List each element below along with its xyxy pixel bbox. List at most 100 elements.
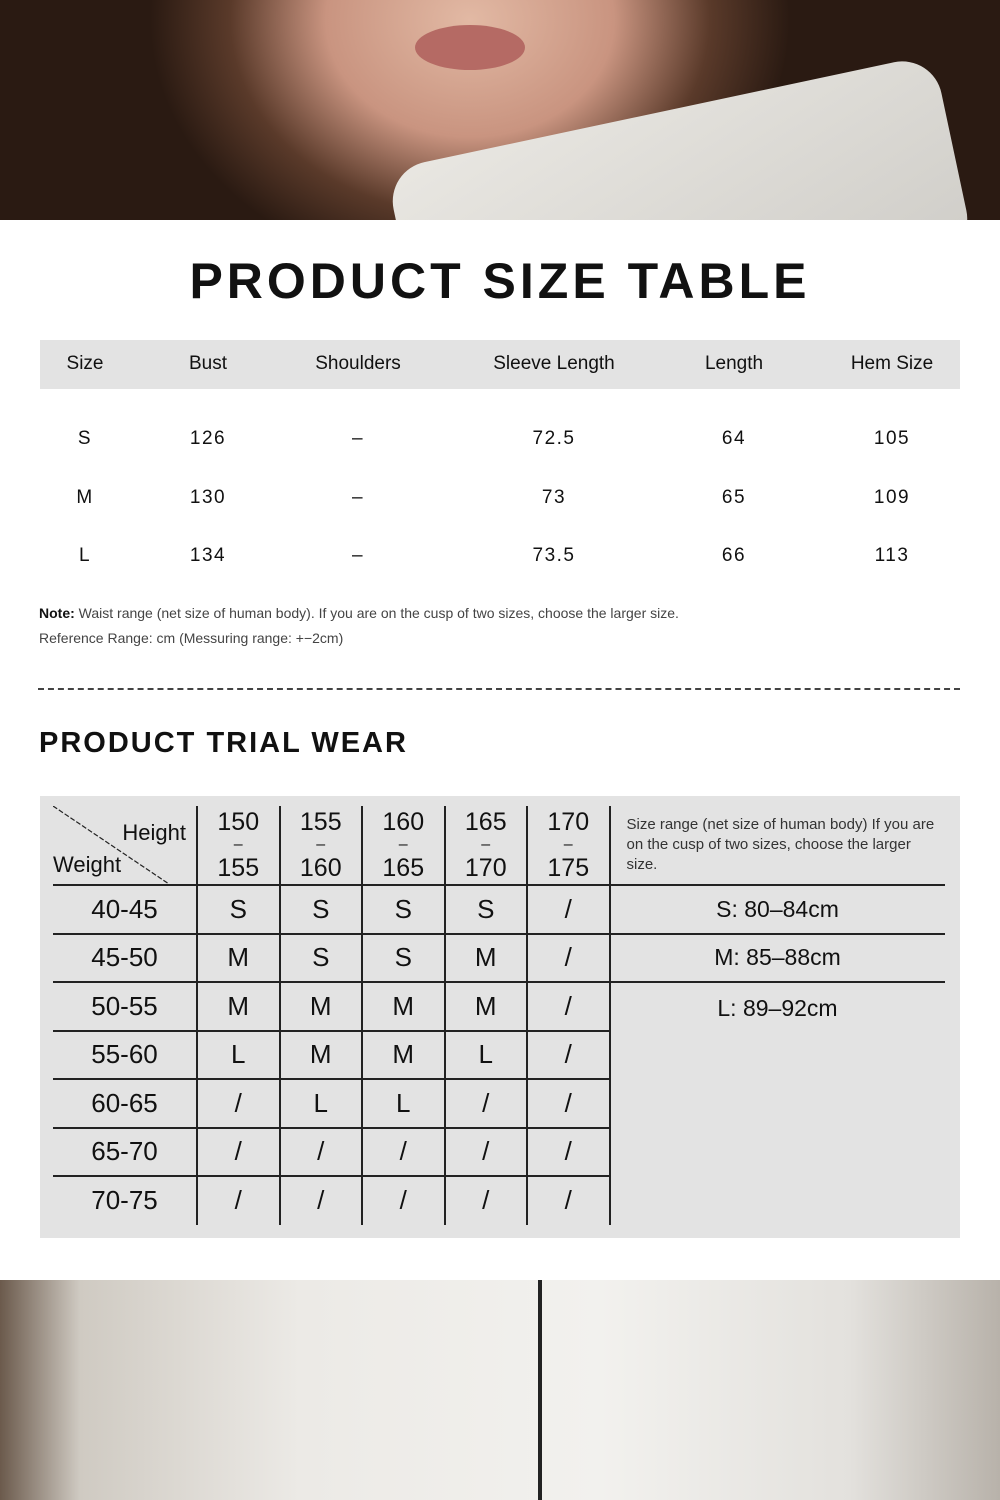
size-cell: 72.5 (532, 428, 576, 449)
height-label: Height (122, 820, 186, 845)
recommended-size: / (526, 884, 610, 934)
height-min: 155 (299, 808, 342, 836)
recommended-size: M (278, 981, 362, 1031)
size-table-header-bar (40, 340, 960, 389)
height-range-header: 150–155 (196, 806, 280, 885)
height-min: 150 (217, 808, 260, 836)
recommended-size: / (196, 1175, 280, 1225)
recommended-size: / (196, 1126, 280, 1176)
trial-row: 65-70// / / / (53, 1126, 945, 1176)
size-header-cell: Shoulders (315, 353, 401, 374)
note-text: Waist range (net size of human body). If… (74, 605, 679, 621)
recommended-size: / (361, 1126, 445, 1176)
size-cell: 64 (721, 428, 747, 449)
recommended-size: / (196, 1078, 280, 1128)
recommended-size: L (278, 1078, 362, 1128)
corner-header: Height Weight (53, 806, 197, 885)
size-cell: S (77, 428, 93, 449)
size-cell: – (351, 486, 365, 508)
recommended-size: S (443, 884, 527, 934)
dashed-divider (38, 688, 960, 690)
recommended-size: M (361, 981, 445, 1031)
height-min: 160 (382, 808, 425, 836)
height-min: 170 (547, 808, 590, 836)
height-range-header: 160–165 (361, 806, 445, 885)
size-cell: 66 (721, 545, 747, 566)
size-cell: – (351, 545, 365, 566)
recommended-size: / (526, 1078, 610, 1128)
weight-range: 60-65 (53, 1078, 197, 1128)
size-cell: 109 (873, 486, 911, 508)
waist-range: S: 80–84cm (608, 884, 945, 934)
height-range-header: 155–160 (278, 806, 362, 885)
height-range-header: 165–170 (443, 806, 527, 885)
recommended-size: S (278, 884, 362, 934)
waist-range: M: 85–88cm (608, 932, 945, 982)
recommended-size: / (278, 1175, 362, 1225)
size-range-note: Size range (net size of human body) If y… (608, 806, 945, 885)
size-cell: 65 (721, 486, 747, 508)
size-cell: 130 (189, 486, 227, 508)
recommended-size: M (278, 1029, 362, 1079)
waist-range: L: 89–92cm (608, 981, 945, 1225)
model-face-photo (0, 0, 1000, 220)
recommended-size: M (443, 981, 527, 1031)
trial-row: 50-55 M M M M / L: 89–92cm (53, 981, 945, 1225)
recommended-size: / (278, 1126, 362, 1176)
recommended-size: / (526, 932, 610, 982)
range-dash: – (316, 836, 326, 853)
height-min: 165 (464, 808, 507, 836)
trial-row: 45-50 M S S M / M: 85–88cm (53, 932, 945, 982)
recommended-size: L (443, 1029, 527, 1079)
recommended-size: / (526, 1029, 610, 1079)
garment-detail-photo (0, 1280, 1000, 1500)
size-cell: 134 (189, 545, 227, 566)
recommended-size: S (361, 884, 445, 934)
size-header-cell: Hem Size (850, 353, 934, 374)
note-label: Note: (39, 605, 75, 621)
weight-range: 50-55 (53, 981, 197, 1031)
recommended-size: M (443, 932, 527, 982)
size-header-cell: Size (66, 353, 104, 374)
size-cell: 73 (541, 486, 567, 508)
recommended-size: M (196, 981, 280, 1031)
trial-row: 70-75// / / / (53, 1175, 945, 1225)
recommended-size: / (526, 1126, 610, 1176)
size-cell: M (76, 486, 94, 508)
range-dash: – (563, 836, 573, 853)
size-cell: 73.5 (532, 545, 576, 566)
height-max: 175 (547, 854, 590, 882)
size-header-cell: Sleeve Length (493, 353, 615, 374)
recommended-size: / (361, 1175, 445, 1225)
weight-range: 55-60 (53, 1029, 197, 1079)
size-cell: 126 (189, 428, 227, 449)
range-dash: – (398, 836, 408, 853)
weight-range: 40-45 (53, 884, 197, 934)
size-note: Note: Waist range (net size of human bod… (39, 605, 679, 621)
recommended-size: / (526, 981, 610, 1031)
trial-row: 60-65/L L / / (53, 1078, 945, 1128)
recommended-size: S (361, 932, 445, 982)
size-cell: L (78, 545, 92, 566)
height-max: 170 (464, 854, 507, 882)
height-max: 165 (382, 854, 425, 882)
zipper (538, 1280, 542, 1500)
weight-label: Weight (53, 852, 122, 877)
size-cell: 113 (874, 545, 910, 566)
recommended-size: M (196, 932, 280, 982)
recommended-size: / (443, 1126, 527, 1176)
page-title: PRODUCT SIZE TABLE (189, 253, 811, 309)
recommended-size: S (278, 932, 362, 982)
size-header-cell: Bust (188, 353, 228, 374)
recommended-size: M (361, 1029, 445, 1079)
recommended-size: / (443, 1078, 527, 1128)
size-header-cell: Length (704, 353, 764, 374)
height-max: 155 (217, 854, 260, 882)
weight-range: 70-75 (53, 1175, 197, 1225)
reference-range: Reference Range: cm (Messuring range: +−… (39, 630, 344, 646)
recommended-size: L (361, 1078, 445, 1128)
recommended-size: L (196, 1029, 280, 1079)
size-cell: – (351, 428, 365, 449)
trial-row: 55-60 L M M L / (53, 1029, 945, 1079)
recommended-size: / (443, 1175, 527, 1225)
